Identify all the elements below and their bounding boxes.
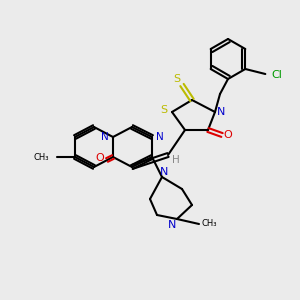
Text: S: S [173, 74, 181, 84]
Text: Cl: Cl [271, 70, 282, 80]
Text: H: H [172, 155, 180, 165]
Text: S: S [160, 105, 168, 115]
Text: N: N [217, 107, 225, 117]
Text: N: N [160, 167, 168, 177]
Text: CH₃: CH₃ [34, 152, 49, 161]
Text: O: O [224, 130, 232, 140]
Text: N: N [156, 132, 164, 142]
Text: N: N [101, 132, 109, 142]
Text: N: N [168, 220, 176, 230]
Text: O: O [96, 153, 104, 163]
Text: CH₃: CH₃ [201, 220, 217, 229]
